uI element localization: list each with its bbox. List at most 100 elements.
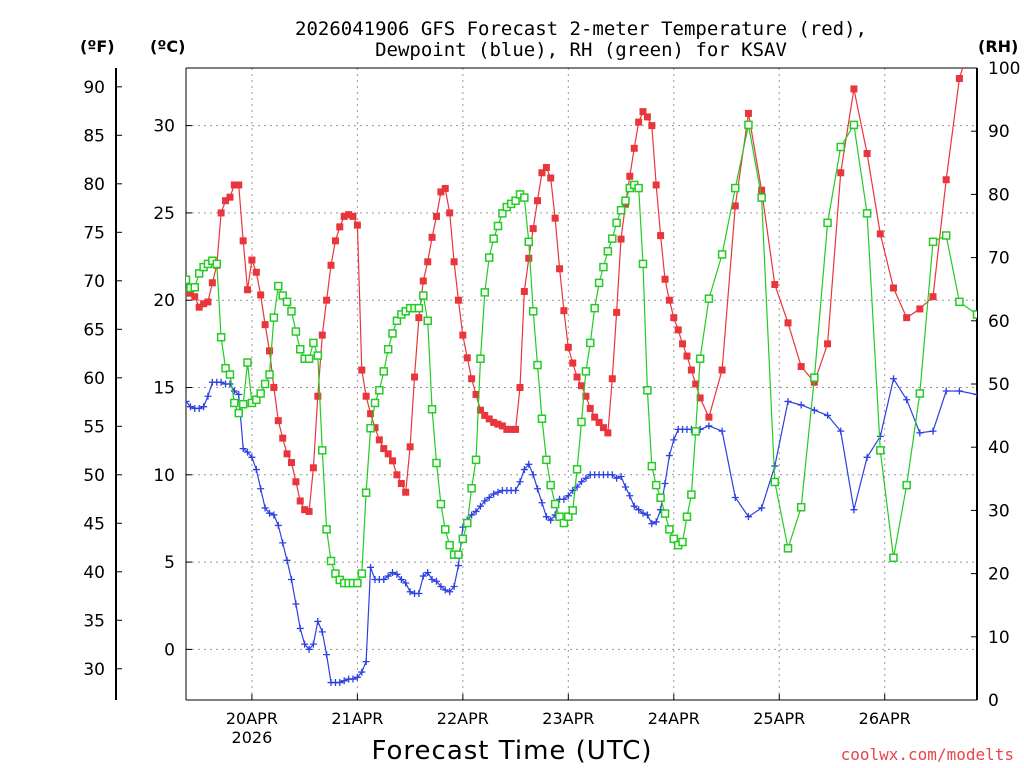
- data-point: [586, 338, 595, 348]
- data-point: [687, 366, 695, 374]
- chart-title-line1: 2026041906 GFS Forecast 2-meter Temperat…: [295, 18, 867, 40]
- data-point: [318, 628, 326, 636]
- data-point: [309, 464, 317, 472]
- data-point: [679, 340, 687, 348]
- data-point: [493, 221, 503, 231]
- data-point: [349, 212, 357, 220]
- data-point: [380, 576, 388, 584]
- data-point: [186, 397, 190, 405]
- data-point: [257, 291, 265, 299]
- data-point: [613, 308, 621, 316]
- data-point: [643, 386, 652, 395]
- data-point: [274, 281, 283, 291]
- data-point: [512, 486, 520, 494]
- data-point: [516, 383, 524, 391]
- data-point: [718, 366, 726, 374]
- data-point: [274, 417, 282, 425]
- data-point: [529, 225, 537, 233]
- data-point: [419, 572, 427, 580]
- data-point: [823, 218, 832, 228]
- data-point: [279, 434, 287, 442]
- data-point: [414, 303, 424, 313]
- data-point: [235, 390, 243, 398]
- data-point: [441, 184, 449, 192]
- data-point: [889, 375, 897, 383]
- data-point: [353, 221, 361, 229]
- data-point: [616, 205, 626, 215]
- data-point: [648, 122, 656, 130]
- data-point: [357, 569, 367, 578]
- data-point: [657, 232, 665, 240]
- data-point: [353, 578, 362, 588]
- data-point: [305, 507, 313, 515]
- data-point: [358, 668, 366, 676]
- data-point: [472, 390, 480, 398]
- data-point: [450, 583, 458, 591]
- data-point: [446, 209, 454, 217]
- data-point: [744, 120, 753, 130]
- data-point: [547, 516, 555, 524]
- data-point: [476, 406, 484, 414]
- data-point: [810, 373, 819, 382]
- data-point: [577, 417, 586, 427]
- data-point: [392, 316, 402, 326]
- fahrenheit-tick-label: 35: [83, 611, 105, 631]
- x-tick-label: 25APR: [753, 709, 805, 728]
- data-point: [450, 258, 458, 266]
- x-tick-label: 20APR: [226, 709, 278, 728]
- rh-tick-label: 0: [988, 691, 999, 711]
- data-point: [243, 358, 252, 367]
- data-point: [436, 499, 446, 509]
- data-point: [484, 253, 494, 262]
- data-point: [538, 499, 546, 507]
- data-point: [186, 289, 194, 297]
- data-point: [682, 512, 692, 521]
- data-point: [929, 427, 937, 435]
- data-point: [572, 465, 582, 474]
- fahrenheit-tick-label: 60: [83, 369, 105, 389]
- data-point: [454, 296, 462, 304]
- data-point: [331, 569, 340, 578]
- data-point: [432, 212, 440, 220]
- data-point: [639, 509, 647, 517]
- data-point: [955, 74, 963, 82]
- data-point: [406, 588, 414, 596]
- celsius-tick-label: 0: [164, 640, 175, 660]
- data-point: [955, 387, 963, 395]
- fahrenheit-tick-label: 70: [83, 272, 105, 292]
- data-point: [304, 354, 314, 363]
- data-point: [361, 488, 371, 497]
- data-point: [323, 296, 331, 304]
- data-point: [217, 378, 225, 386]
- data-point: [194, 269, 204, 278]
- data-point: [696, 394, 704, 402]
- data-point: [296, 497, 304, 505]
- data-point: [757, 193, 766, 202]
- data-point: [445, 540, 454, 550]
- data-point: [836, 142, 845, 152]
- data-point: [186, 403, 194, 411]
- data-point: [594, 278, 604, 288]
- data-point: [586, 404, 594, 412]
- celsius-tick-label: 10: [153, 466, 175, 486]
- data-point: [230, 181, 238, 189]
- data-point: [292, 478, 300, 486]
- data-point: [248, 453, 256, 461]
- data-point: [564, 492, 572, 500]
- data-point: [336, 679, 344, 687]
- data-point: [678, 537, 687, 547]
- data-point: [687, 490, 696, 499]
- data-point: [239, 445, 247, 453]
- data-point: [660, 509, 670, 518]
- data-point: [393, 471, 401, 479]
- series-line: [186, 123, 977, 584]
- data-point: [371, 424, 379, 432]
- data-point: [283, 556, 291, 564]
- data-point: [463, 518, 472, 528]
- data-point: [538, 169, 546, 177]
- data-point: [974, 17, 981, 24]
- data-point: [427, 405, 437, 414]
- x-tick-label: 21APR: [331, 709, 383, 728]
- data-point: [695, 354, 705, 363]
- data-point: [731, 183, 740, 193]
